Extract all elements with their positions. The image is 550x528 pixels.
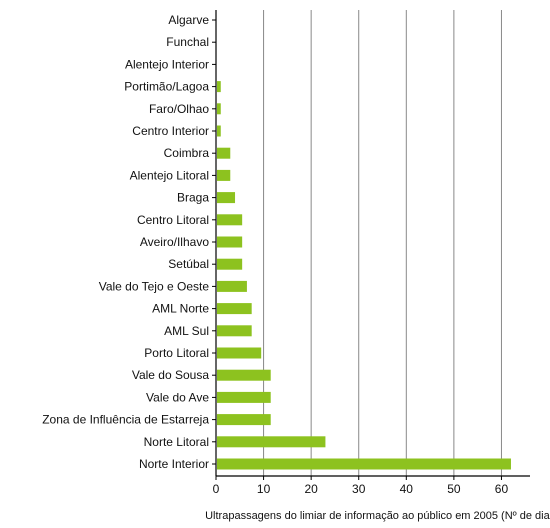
category-label: Zona de Influência de Estarreja: [42, 413, 209, 427]
bars: [217, 81, 511, 470]
x-tick-label: 20: [304, 482, 318, 496]
axes: [212, 10, 530, 480]
bar: [217, 192, 236, 204]
bar: [217, 169, 231, 181]
bar: [217, 258, 243, 270]
bar: [217, 147, 231, 159]
bar: [217, 325, 252, 337]
category-label: Braga: [177, 191, 209, 205]
category-label: Norte Interior: [139, 457, 209, 471]
category-label: Vale do Sousa: [132, 368, 209, 382]
bar: [217, 280, 247, 292]
category-label: Faro/Olhao: [149, 102, 209, 116]
category-label: Vale do Tejo e Oeste: [99, 279, 210, 293]
bar: [217, 125, 221, 137]
x-tick-labels: 0 10 20 30 40 50 60: [213, 482, 509, 496]
bar: [217, 81, 221, 93]
gridlines: [263, 10, 502, 476]
category-label: Norte Litoral: [144, 435, 209, 449]
category-label: Vale do Ave: [146, 390, 209, 404]
bar: [217, 236, 243, 248]
bar: [217, 369, 271, 381]
x-axis-title: Ultrapassagens do limiar de informação a…: [205, 510, 550, 522]
bar: [217, 391, 271, 403]
category-label: Centro Interior: [132, 124, 209, 138]
category-label: Funchal: [166, 35, 209, 49]
bar: [217, 458, 511, 470]
x-tick-label: 60: [495, 482, 509, 496]
category-label: AML Norte: [152, 302, 209, 316]
bar: [217, 414, 271, 426]
category-label: Porto Litoral: [144, 346, 209, 360]
bar: [217, 347, 262, 359]
category-label: AML Sul: [164, 324, 209, 338]
category-label: Portimão/Lagoa: [124, 80, 209, 94]
bar: [217, 436, 326, 448]
x-tick-label: 40: [400, 482, 414, 496]
x-tick-label: 50: [447, 482, 461, 496]
category-label: Setúbal: [168, 257, 209, 271]
category-label: Algarve: [168, 13, 209, 27]
category-label: Coimbra: [164, 146, 210, 160]
bar: [217, 214, 243, 226]
category-label: Centro Litoral: [137, 213, 209, 227]
x-tick-label: 30: [352, 482, 366, 496]
category-labels: Algarve Funchal Alentejo Interior Portimão/…: [42, 13, 209, 471]
bar: [217, 303, 252, 315]
x-tick-label: 0: [213, 482, 220, 496]
x-tick-label: 10: [257, 482, 271, 496]
category-label: Aveiro/Ilhavo: [140, 235, 209, 249]
category-label: Alentejo Interior: [125, 57, 209, 71]
bar: [217, 103, 221, 115]
category-label: Alentejo Litoral: [130, 168, 209, 182]
